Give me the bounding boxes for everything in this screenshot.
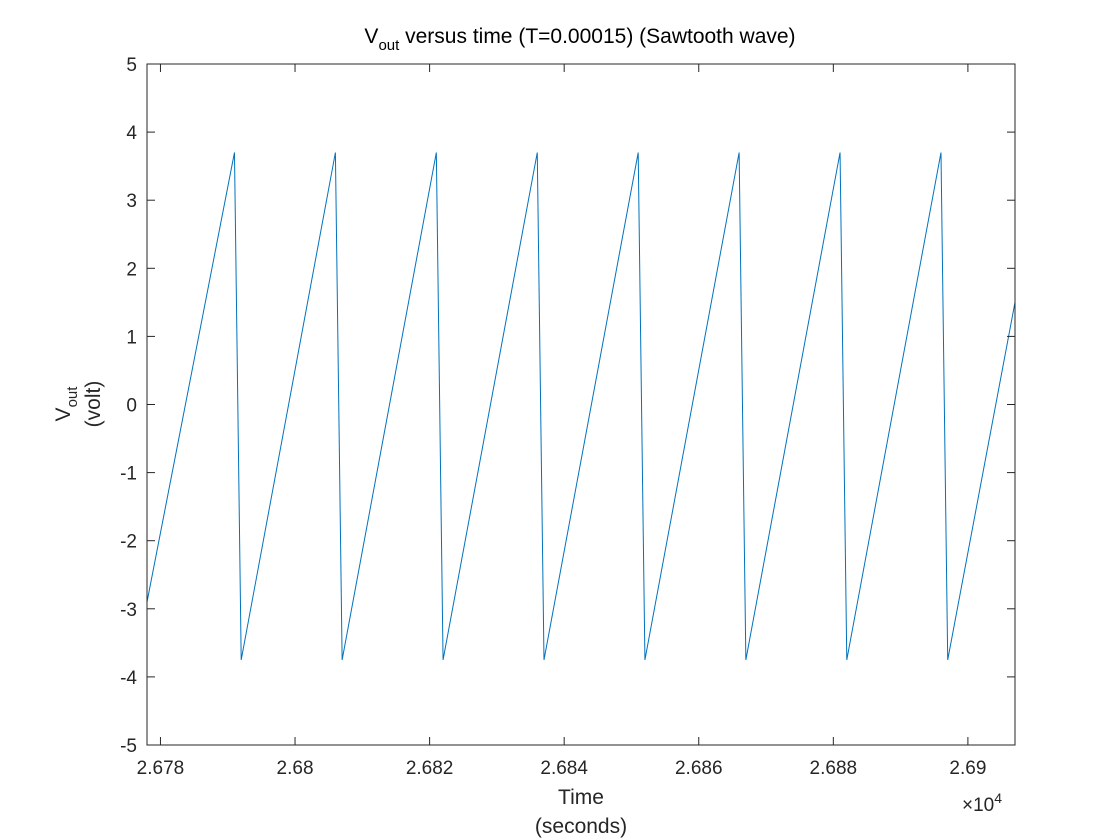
- series-layer: [147, 152, 1015, 660]
- series-line-0: [147, 152, 1015, 660]
- x-tick-label: 2.688: [810, 758, 858, 779]
- y-tick-label: -4: [120, 668, 137, 689]
- x-tick-label: 2.69: [949, 758, 986, 779]
- y-axis-unit-label: (volt): [82, 381, 105, 428]
- y-tick-label: 3: [126, 191, 137, 212]
- x-axis-unit-label: (seconds): [535, 815, 627, 838]
- y-tick-label: 4: [126, 123, 137, 144]
- y-axis-ticks: -5 -4 -3 -2 -1 0 1 2 3 4 5: [120, 55, 1015, 757]
- y-tick-label: -3: [120, 600, 137, 621]
- y-tick-label: 0: [126, 396, 137, 417]
- y-axis-label-group: Vout (volt): [52, 381, 105, 428]
- x-axis-label: Time: [558, 786, 604, 809]
- y-tick-label: 5: [126, 55, 137, 76]
- plot-area: [147, 64, 1015, 745]
- y-tick-label: -1: [120, 464, 137, 485]
- chart-title: Vout versus time (T=0.00015) (Sawtooth w…: [364, 25, 795, 54]
- x-tick-label: 2.686: [675, 758, 723, 779]
- y-tick-label: 1: [126, 327, 137, 348]
- y-tick-label: -5: [120, 736, 137, 757]
- y-tick-label: 2: [126, 259, 137, 280]
- y-tick-label: -2: [120, 532, 137, 553]
- x-tick-label: 2.68: [277, 758, 314, 779]
- x-axis-exponent: ×104: [962, 790, 1002, 816]
- x-tick-label: 2.678: [137, 758, 185, 779]
- y-axis-label: Vout: [52, 386, 81, 422]
- x-tick-label: 2.682: [406, 758, 454, 779]
- x-tick-label: 2.684: [540, 758, 588, 779]
- x-axis-ticks: 2.678 2.68 2.682 2.684 2.686 2.688 2.69: [137, 64, 986, 779]
